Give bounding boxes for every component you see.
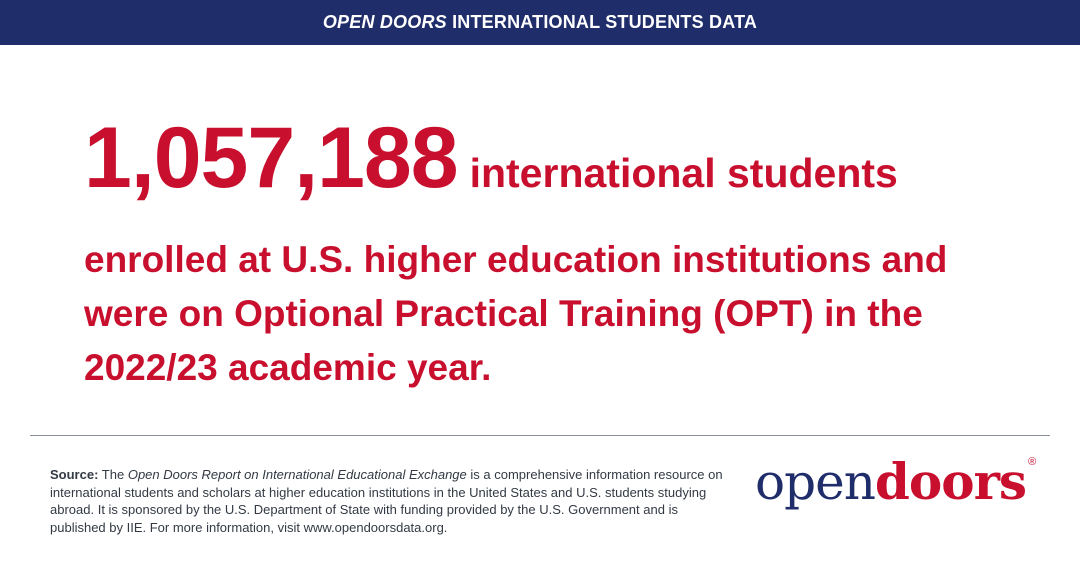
header-title-italic: OPEN DOORS xyxy=(322,12,447,32)
headline-text: 2022/23 academic year. xyxy=(84,347,492,388)
header-bar: OPEN DOORS INTERNATIONAL STUDENTS DATA xyxy=(0,0,1080,45)
source-note: Source: The Open Doors Report on Interna… xyxy=(50,466,730,536)
header-title: INTERNATIONAL STUDENTS DATA xyxy=(452,12,758,32)
headline-number: 1,057,188 xyxy=(84,110,459,206)
headline-text: international students xyxy=(469,150,898,196)
divider xyxy=(30,435,1050,436)
headline-first-line: 1,057,188 international students xyxy=(84,108,1064,233)
headline: 1,057,188 international students enrolled… xyxy=(84,108,1064,395)
source-label: Source: xyxy=(50,467,99,482)
headline-text: enrolled at U.S. higher education instit… xyxy=(84,239,948,280)
logo-open: open xyxy=(755,453,876,511)
logo-doors: doors xyxy=(874,452,1027,511)
report-title: Open Doors Report on International Educa… xyxy=(127,467,467,482)
source-intro: The xyxy=(101,467,125,482)
logo-registered: ® xyxy=(1028,456,1036,468)
source-body: is a comprehensive information resource … xyxy=(50,467,723,535)
headline-text: were on Optional Practical Training (OPT… xyxy=(84,293,923,334)
logo: opendoors ® xyxy=(755,452,1036,511)
